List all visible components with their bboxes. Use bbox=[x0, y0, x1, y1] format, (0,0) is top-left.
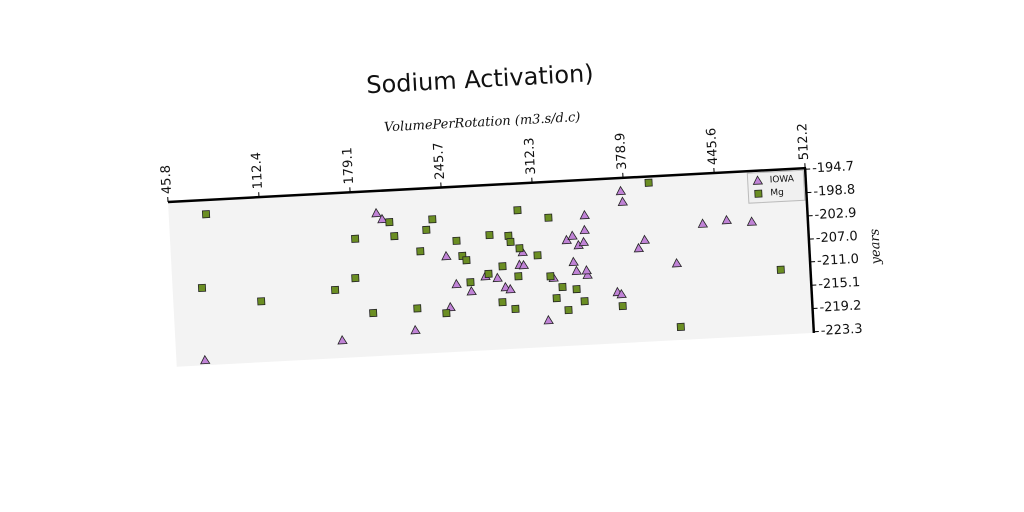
scatter-point bbox=[385, 218, 394, 227]
x-tick-label: 45.8 bbox=[159, 165, 176, 195]
scatter-point bbox=[511, 304, 520, 313]
y-tick-label: -219.2 bbox=[819, 298, 862, 315]
x-tick-label: 512.2 bbox=[795, 123, 812, 161]
y-tick-label: -215.1 bbox=[818, 275, 861, 292]
scatter-point bbox=[697, 218, 709, 228]
scatter-point bbox=[578, 236, 590, 247]
rotated-chart: Sodium Activation) VolumePerRotation (m3… bbox=[159, 59, 884, 367]
scatter-point bbox=[572, 285, 581, 294]
scatter-point bbox=[197, 283, 207, 293]
scatter-point bbox=[671, 257, 683, 268]
scatter-point bbox=[518, 259, 530, 270]
scatter-point bbox=[200, 354, 211, 365]
scatter-point bbox=[571, 265, 582, 276]
scatter-point bbox=[485, 230, 494, 240]
scatter-point bbox=[351, 234, 360, 243]
scatter-point bbox=[721, 214, 733, 225]
scatter-point bbox=[466, 278, 475, 287]
scatter-point bbox=[639, 234, 651, 245]
x-axis bbox=[167, 166, 807, 204]
scatter-point bbox=[506, 237, 515, 247]
scatter-point bbox=[533, 251, 542, 260]
x-axis-label: VolumePerRotation (m3.s/d.c) bbox=[384, 110, 581, 135]
x-tick-label: 179.1 bbox=[340, 147, 357, 185]
scatter-point bbox=[452, 236, 461, 245]
scatter-point bbox=[579, 224, 590, 235]
scatter-point bbox=[441, 250, 452, 261]
scatter-point bbox=[201, 210, 211, 219]
scatter-point bbox=[422, 225, 431, 234]
scatter-point bbox=[618, 301, 627, 311]
x-tick-label: 445.6 bbox=[704, 127, 721, 165]
legend-label: Mg bbox=[770, 188, 784, 199]
scatter-point bbox=[644, 178, 653, 187]
scatter-point bbox=[552, 294, 561, 303]
scatter-point bbox=[498, 298, 507, 307]
scatter-point bbox=[442, 309, 451, 318]
scatter-point bbox=[558, 282, 567, 292]
scatter-point bbox=[543, 314, 554, 325]
scatter-point bbox=[413, 304, 422, 313]
chart-title: Sodium Activation) bbox=[366, 59, 595, 99]
scatter-point bbox=[337, 335, 348, 345]
scatter-point bbox=[615, 185, 627, 196]
scatter-point bbox=[568, 256, 579, 267]
scatter-point bbox=[331, 285, 340, 295]
y-tick-label: -202.9 bbox=[814, 206, 857, 223]
scatter-point bbox=[445, 301, 456, 312]
y-axis-label: years bbox=[867, 228, 884, 266]
legend-label: IOWA bbox=[769, 174, 795, 185]
scatter-point bbox=[776, 265, 785, 274]
scatter-point bbox=[410, 324, 421, 335]
scatter-point bbox=[580, 297, 589, 306]
plot-area bbox=[168, 168, 814, 367]
scatter-point bbox=[581, 265, 592, 275]
scatter-point bbox=[390, 232, 399, 241]
scatter-point bbox=[416, 247, 425, 256]
scatter-point bbox=[462, 256, 471, 265]
scatter-point bbox=[676, 322, 685, 331]
scatter-point bbox=[484, 269, 493, 278]
scatter-point bbox=[428, 215, 437, 224]
y-axis bbox=[803, 168, 816, 333]
x-tick-label: 378.9 bbox=[613, 132, 630, 170]
y-tick-label: -198.8 bbox=[813, 183, 856, 200]
y-tick-label: -211.0 bbox=[817, 252, 860, 269]
y-tick-label: -194.7 bbox=[812, 159, 855, 176]
y-tick-label: -223.3 bbox=[820, 322, 863, 339]
y-tick-label: -207.0 bbox=[815, 229, 858, 246]
x-tick-label: 112.4 bbox=[249, 152, 266, 190]
legend-marker bbox=[754, 189, 763, 198]
scatter-point bbox=[617, 196, 629, 206]
scatter-point bbox=[505, 283, 516, 294]
scatter-point bbox=[746, 216, 758, 226]
x-tick-label: 245.7 bbox=[431, 142, 448, 180]
scatter-point bbox=[351, 273, 360, 283]
scatter-point bbox=[564, 305, 573, 315]
scatter-point bbox=[567, 230, 578, 240]
legend-marker bbox=[752, 175, 764, 185]
scatter-point bbox=[579, 209, 590, 220]
scatter-point bbox=[451, 278, 462, 289]
scatter-point bbox=[369, 308, 378, 318]
scatter-point bbox=[546, 272, 555, 281]
scatter-point bbox=[616, 288, 627, 299]
scatter-point bbox=[582, 269, 593, 280]
scatter-point bbox=[371, 207, 382, 218]
scatter-point bbox=[544, 213, 553, 222]
scatter-point bbox=[633, 242, 645, 253]
scatter-point bbox=[498, 262, 507, 271]
scatter-point bbox=[257, 297, 266, 306]
scatter-point bbox=[515, 244, 524, 253]
scatter-point bbox=[377, 213, 388, 224]
scatter-point bbox=[466, 285, 477, 296]
scatter-point bbox=[514, 272, 523, 281]
x-tick-label: 312.3 bbox=[522, 137, 539, 175]
scatter-point bbox=[492, 272, 503, 283]
scatter-point bbox=[513, 206, 522, 215]
